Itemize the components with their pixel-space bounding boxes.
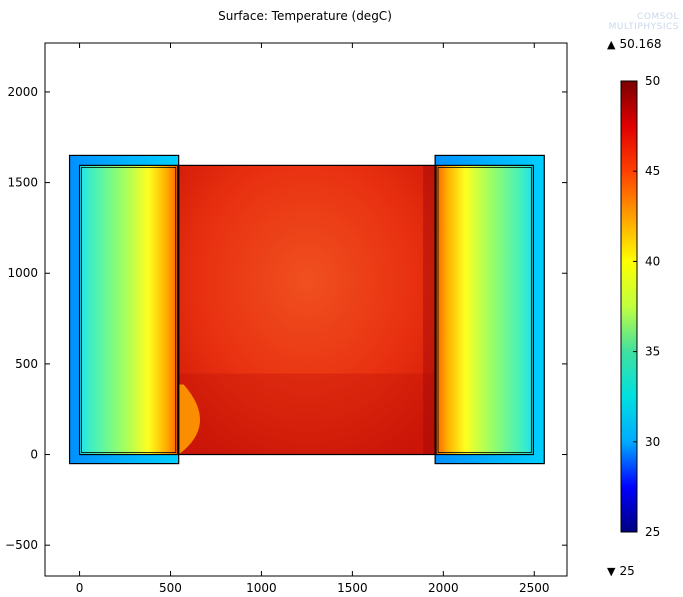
x-tick-label: 1500	[337, 581, 368, 595]
min-value-label: 25	[619, 564, 635, 578]
chart-title: Surface: Temperature (degC)	[218, 9, 392, 23]
triangle-up-icon: ▲	[607, 38, 616, 51]
y-tick-label: 1500	[7, 176, 38, 190]
right-block-inner-outline	[435, 164, 534, 456]
min-value-indicator: ▼ 25	[607, 564, 635, 578]
x-tick-label: 0	[76, 581, 84, 595]
tick-marks: 0 500 1000 1500 2000 2500 2000 1500 1000 500 0 −500	[5, 43, 567, 595]
left-block-inner-outline	[78, 164, 179, 456]
colorbar-tick-label: 50	[645, 74, 660, 88]
brand-line-1: COMSOL	[637, 12, 679, 22]
plot-frame	[44, 42, 568, 577]
center-hot-swirl	[178, 384, 201, 455]
y-tick-label: −500	[5, 538, 38, 552]
y-tick-label: 500	[15, 357, 38, 371]
y-tick-label: 2000	[7, 85, 38, 99]
left-block-inner-outline-2	[81, 166, 177, 453]
x-tick-label: 500	[159, 581, 182, 595]
center-region	[178, 165, 436, 455]
comsol-logo: COMSOL MULTIPHYSICS	[609, 12, 679, 32]
colorbar-tick-label: 25	[645, 525, 660, 539]
brand-line-2: MULTIPHYSICS	[608, 22, 679, 32]
x-tick-label: 2000	[428, 581, 459, 595]
colorbar-gradient	[620, 80, 638, 533]
colorbar: 50 45 40 35 30 25	[620, 74, 660, 539]
y-tick-label: 0	[30, 448, 38, 462]
center-bottom-shade	[178, 373, 436, 455]
x-tick-label: 2500	[519, 581, 550, 595]
y-tick-label: 1000	[7, 266, 38, 280]
right-block-inner-outline-2	[437, 166, 532, 453]
center-right-shade	[423, 165, 436, 455]
colorbar-tick-label: 35	[645, 345, 660, 359]
max-value-label: 50.168	[619, 37, 662, 51]
left-block-fill	[79, 165, 178, 455]
plot-regions	[68, 154, 545, 465]
center-region-outline	[178, 164, 436, 456]
colorbar-tick-label: 40	[645, 254, 660, 268]
max-value-indicator: ▲ 50.168	[607, 37, 661, 51]
triangle-down-icon: ▼	[607, 565, 616, 578]
colorbar-tick-label: 30	[645, 435, 660, 449]
colorbar-tick-label: 45	[645, 164, 660, 178]
x-tick-label: 1000	[246, 581, 277, 595]
right-block-fill	[436, 165, 534, 455]
